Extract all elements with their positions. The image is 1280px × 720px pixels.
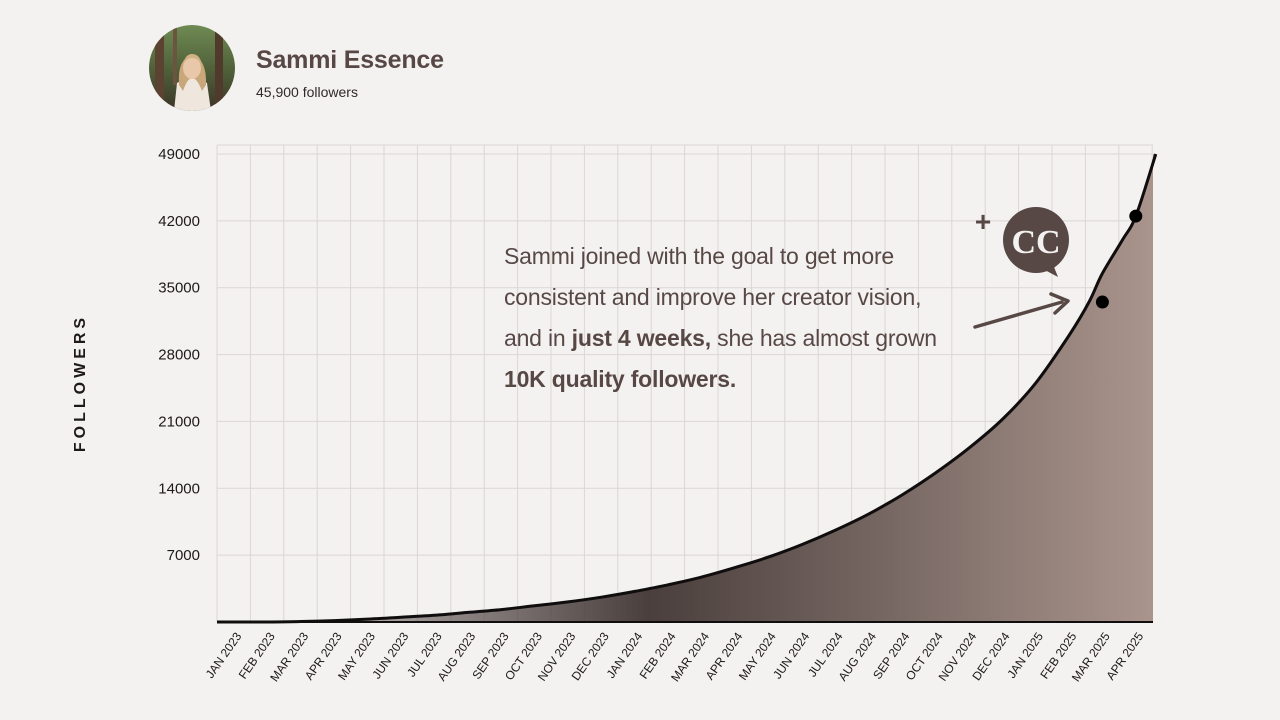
y-axis-title: FOLLOWERS bbox=[72, 313, 89, 453]
profile-name: Sammi Essence bbox=[256, 46, 444, 74]
y-tick-label: 42000 bbox=[158, 213, 200, 230]
y-tick-label: 28000 bbox=[158, 347, 200, 364]
plus-icon: + bbox=[975, 206, 991, 237]
y-tick-label: 7000 bbox=[167, 547, 200, 564]
pointer-arrow bbox=[973, 292, 1070, 329]
data-marker bbox=[1129, 209, 1143, 223]
series-area-fill bbox=[217, 154, 1156, 623]
annotation-bold-2: 10K quality followers. bbox=[504, 366, 737, 392]
y-tick-label: 49000 bbox=[158, 146, 200, 163]
logo-letters: CC bbox=[1011, 224, 1060, 261]
creator-collective-logo-icon[interactable]: + CC bbox=[975, 206, 1069, 277]
annotation-part-2: she has almost grown bbox=[710, 325, 937, 351]
avatar[interactable] bbox=[149, 25, 235, 111]
series-line bbox=[217, 153, 1158, 624]
marker-layer bbox=[1095, 209, 1143, 309]
area-layer bbox=[217, 153, 1158, 624]
y-tick-label: 14000 bbox=[158, 480, 200, 497]
data-marker bbox=[1095, 295, 1109, 309]
chart-grid bbox=[216, 144, 1153, 622]
y-tick-labels: 7000 14000 21000 28000 35000 42000 49000 bbox=[158, 146, 200, 564]
y-tick-label: 35000 bbox=[158, 280, 200, 297]
annotation-text: Sammi joined with the goal to get more c… bbox=[504, 236, 964, 400]
avatar-photo-icon bbox=[149, 25, 235, 111]
y-tick-label: 21000 bbox=[158, 413, 200, 430]
annotation-part-1: Sammi joined with the goal to get more c… bbox=[504, 243, 922, 351]
annotation-bold-1: just 4 weeks, bbox=[571, 325, 712, 351]
follower-count: 45,900 followers bbox=[256, 84, 358, 100]
